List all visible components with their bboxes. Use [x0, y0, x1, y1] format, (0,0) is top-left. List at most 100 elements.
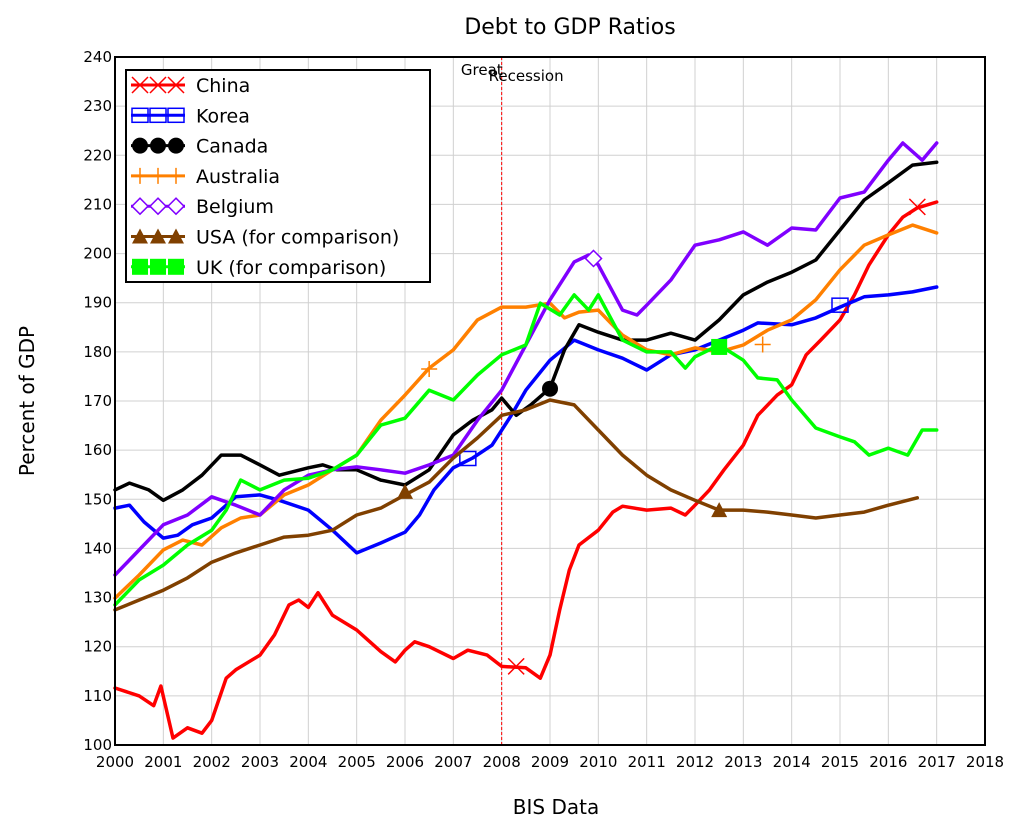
legend-label-usa: USA (for comparison) — [196, 227, 399, 249]
legend-label-australia: Australia — [196, 166, 280, 188]
legend-marker-korea — [131, 107, 149, 124]
legend-marker-china — [167, 76, 185, 94]
legend-item-uk: UK (for comparison) — [131, 257, 386, 279]
x-tick-label: 2017 — [918, 753, 956, 771]
legend-marker-belgium — [166, 197, 186, 216]
legend: China Korea Canada Australia Belgium USA (for… — [125, 69, 431, 283]
legend-item-china: China — [131, 75, 250, 97]
plot-frame — [114, 56, 986, 746]
y-tick-labels: 100 110 120 130 140 150 160 170 180 190 200 210 220 2… — [83, 48, 112, 754]
x-tick-label: 2018 — [966, 753, 1004, 771]
legend-item-belgium: Belgium — [130, 196, 274, 218]
legend-marker-uk — [168, 258, 184, 275]
x-tick-label: 2003 — [241, 753, 279, 771]
series-canada — [113, 160, 939, 503]
x-tick-label: 2015 — [821, 753, 859, 771]
data-point-uk — [711, 338, 728, 355]
data-point-korea — [459, 450, 477, 467]
legend-label-korea: Korea — [196, 105, 250, 127]
y-tick-label: 230 — [83, 97, 112, 115]
legend-marker-uk — [150, 258, 166, 275]
legend-item-canada: Canada — [131, 136, 268, 158]
legend-marker-australia — [132, 167, 148, 184]
series-line-usa — [113, 398, 920, 612]
legend-item-usa: USA (for comparison) — [131, 227, 399, 249]
y-tick-label: 190 — [83, 294, 112, 312]
legend-item-australia: Australia — [131, 166, 280, 188]
legend-label-canada: Canada — [196, 136, 268, 158]
legend-marker-usa — [132, 228, 148, 244]
legend-marker-australia — [168, 167, 184, 184]
legend-marker-belgium — [148, 197, 168, 216]
legend-label-china: China — [196, 75, 250, 97]
series-line-uk — [113, 293, 939, 607]
legend-marker-canada — [150, 137, 166, 154]
y-tick-label: 140 — [83, 539, 112, 557]
data-point-australia — [421, 361, 438, 378]
annotation-great: Great — [461, 61, 503, 79]
legend-marker-canada — [168, 137, 184, 154]
legend-marker-usa — [168, 228, 184, 244]
y-tick-label: 150 — [83, 490, 112, 508]
annotation-recession: Recession — [489, 67, 564, 85]
legend-marker-usa — [150, 228, 166, 244]
y-tick-label: 160 — [83, 441, 112, 459]
data-point-belgium — [584, 249, 603, 268]
data-point-korea — [831, 297, 849, 313]
x-tick-label: 2006 — [386, 753, 424, 771]
series-uk — [113, 293, 939, 607]
legend-marker-china — [149, 76, 167, 94]
x-tick-label: 2014 — [773, 753, 811, 771]
x-tick-label: 2005 — [338, 753, 376, 771]
data-point-china — [908, 198, 926, 216]
y-tick-label: 130 — [83, 589, 112, 607]
series-china — [113, 198, 939, 740]
x-tick-label: 2013 — [724, 753, 762, 771]
x-tick-label: 2008 — [483, 753, 521, 771]
series-usa — [113, 398, 920, 612]
y-tick-label: 180 — [83, 343, 112, 361]
legend-marker-korea — [167, 107, 185, 124]
x-tick-label: 2011 — [628, 753, 666, 771]
x-tick-label: 2004 — [289, 753, 327, 771]
y-tick-label: 240 — [83, 48, 112, 66]
y-tick-label: 220 — [83, 146, 112, 164]
series-lines — [113, 141, 939, 740]
series-korea — [113, 285, 939, 555]
data-point-usa — [711, 502, 728, 518]
x-tick-label: 2007 — [434, 753, 472, 771]
legend-marker-canada — [132, 137, 148, 154]
y-tick-label: 170 — [83, 392, 112, 410]
x-tick-label: 2000 — [96, 753, 134, 771]
y-tick-label: 120 — [83, 638, 112, 656]
series-line-china — [113, 200, 939, 740]
y-axis-label: Percent of GDP — [15, 326, 39, 476]
x-tick-label: 2010 — [579, 753, 617, 771]
x-axis-label: BIS Data — [513, 795, 599, 819]
legend-marker-uk — [132, 258, 148, 275]
legend-marker-china — [131, 76, 149, 94]
x-tick-label: 2016 — [869, 753, 907, 771]
x-tick-label: 2001 — [144, 753, 182, 771]
y-tick-label: 210 — [83, 195, 112, 213]
series-line-australia — [113, 223, 939, 600]
y-tick-label: 100 — [83, 736, 112, 754]
series-line-belgium — [113, 141, 939, 577]
data-point-china — [507, 657, 525, 675]
data-point-australia — [754, 336, 771, 353]
legend-marker-korea — [149, 107, 167, 124]
x-tick-labels: 2000 2001 2002 2003 2004 2005 2006 2007 2008 2009… — [96, 753, 1004, 771]
data-point-usa — [397, 483, 413, 499]
chart-title: Debt to GDP Ratios — [464, 15, 675, 40]
legend-marker-australia — [150, 167, 166, 184]
legend-label-belgium: Belgium — [196, 196, 274, 218]
y-tick-label: 110 — [83, 687, 112, 705]
series-line-korea — [113, 285, 939, 555]
series-belgium — [113, 141, 939, 577]
data-point-canada — [542, 380, 558, 397]
series-australia — [113, 223, 939, 600]
legend-marker-belgium — [130, 197, 150, 216]
series-line-canada — [113, 160, 939, 503]
x-tick-label: 2002 — [193, 753, 231, 771]
x-tick-label: 2009 — [531, 753, 569, 771]
